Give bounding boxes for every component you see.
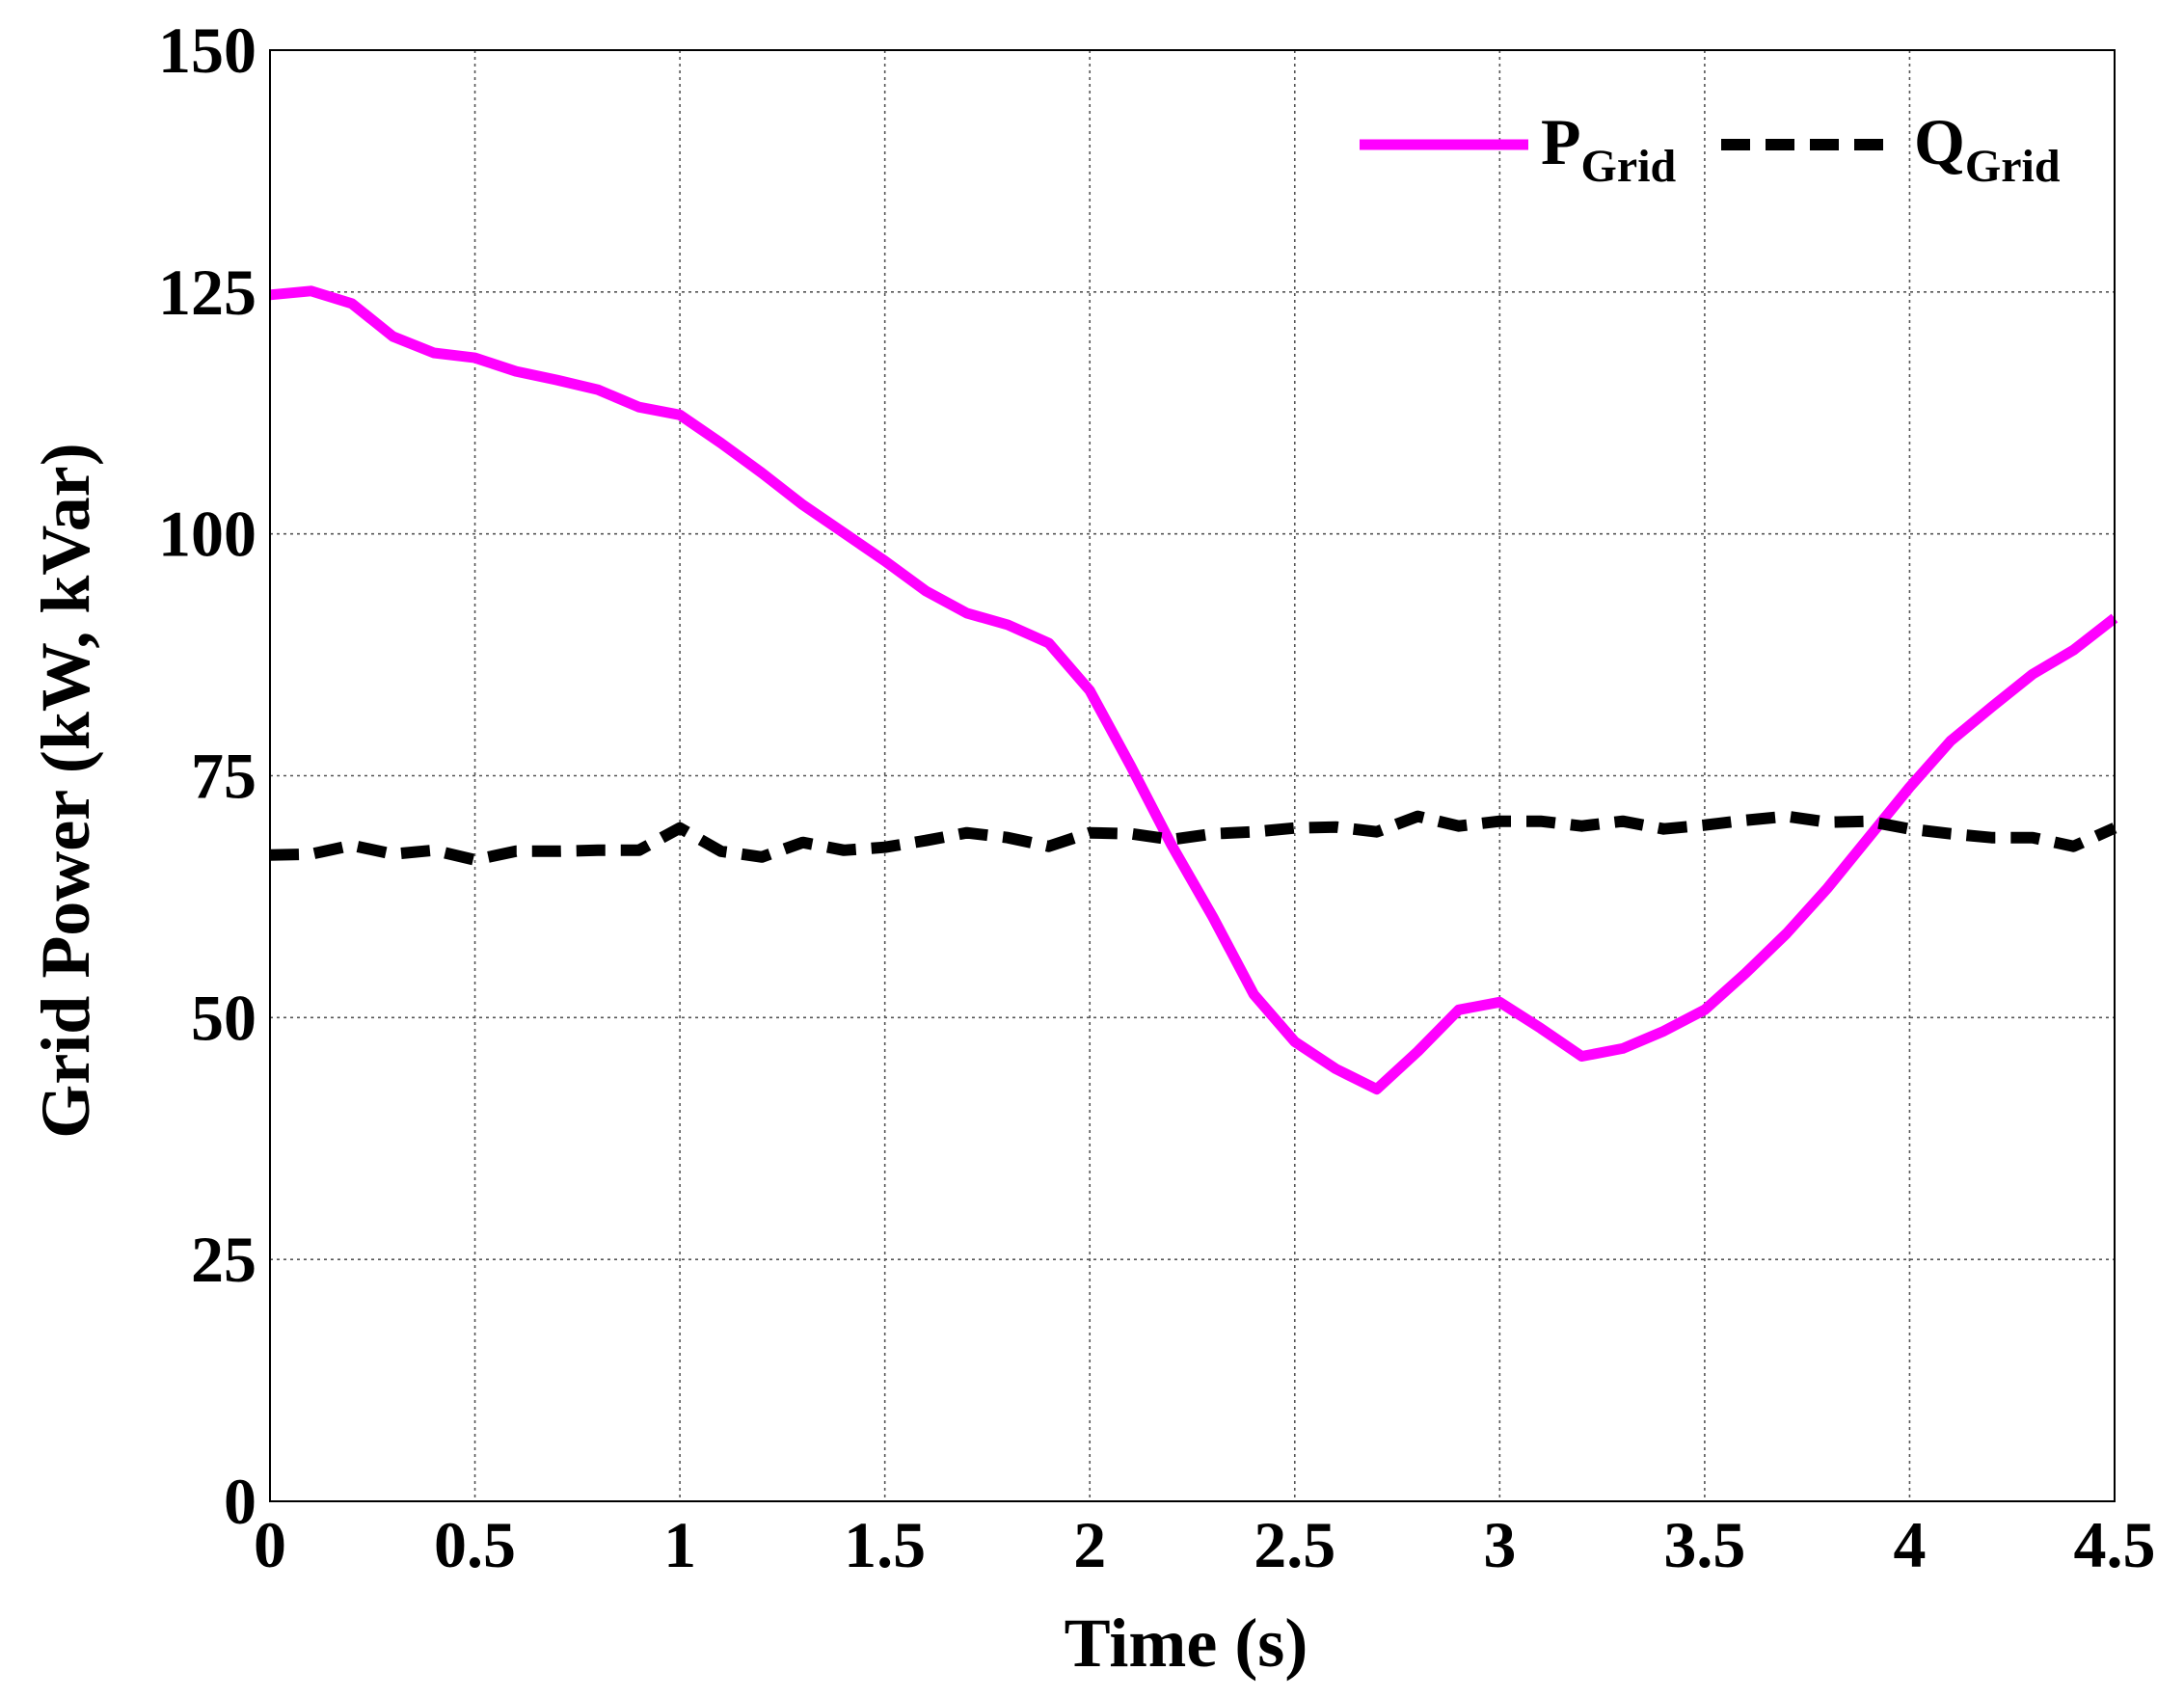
x-tick-label: 0 [254,1508,286,1581]
series-line-p-grid [269,285,2118,1095]
y-tick-label: 75 [191,740,256,813]
legend-label-q-grid: QGrid [1914,105,2061,192]
legend-label-q-grid-sub: Grid [1965,141,2061,192]
y-tick-label: 0 [224,1465,256,1538]
x-tick-label: 4 [1893,1508,1926,1581]
tick-labels: 0 0.5 1 1.5 2 2.5 3 3.5 4 4.5 0 25 50 75 100 125 150 [158,13,2156,1581]
y-tick-label: 100 [158,498,256,571]
x-tick-label: 1.5 [844,1508,926,1581]
legend-label-p-grid: PGrid [1541,105,1677,192]
y-axis-label: Grid Power (kW, kVar) [27,443,104,1138]
legend-label-q-grid-main: Q [1914,105,1965,178]
legend-label-p-grid-main: P [1541,105,1581,178]
x-axis-label: Time (s) [1065,1604,1308,1682]
x-tick-label: 1 [663,1508,696,1581]
y-tick-label: 50 [191,981,256,1054]
series-line-q-grid [269,810,2117,866]
x-tick-label: 4.5 [2074,1508,2156,1581]
y-tick-label: 125 [158,256,256,329]
plot-area-frame [269,49,2116,1502]
legend: PGrid QGrid [1360,105,2061,192]
x-tick-label: 0.5 [434,1508,516,1581]
x-tick-label: 3.5 [1663,1508,1745,1581]
series-lines [269,285,2118,1095]
x-tick-label: 2 [1073,1508,1106,1581]
y-tick-label: 150 [158,13,256,87]
y-tick-label: 25 [191,1223,256,1296]
x-tick-label: 2.5 [1254,1508,1335,1581]
x-tick-label: 3 [1483,1508,1516,1581]
legend-label-p-grid-sub: Grid [1581,141,1677,192]
